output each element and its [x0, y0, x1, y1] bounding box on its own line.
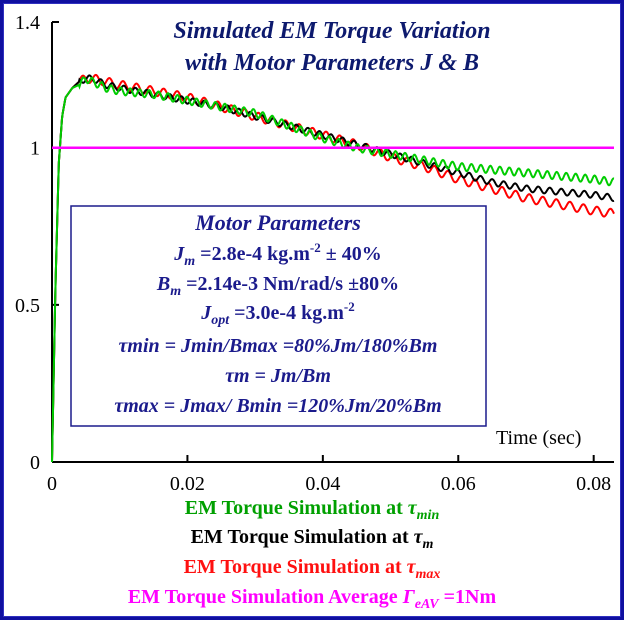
- legend-entry: EM Torque Simulation at τm: [191, 526, 434, 552]
- jopt-superscript: -2: [344, 299, 355, 314]
- x-tick-label: 0.04: [305, 473, 340, 495]
- legend-entry: EM Torque Simulation Average ΓeAV =1Nm: [128, 586, 497, 612]
- jm-value: =2.8e-4 kg.m: [195, 243, 310, 265]
- legend-entry: EM Torque Simulation at τmin: [185, 497, 440, 523]
- x-tick-label: 0.02: [170, 473, 205, 495]
- y-tick-label: 0.5: [15, 295, 40, 317]
- x-axis-label: Time (sec): [496, 427, 581, 449]
- jopt-subscript: opt: [211, 313, 230, 328]
- y-tick-label: 0: [30, 452, 40, 474]
- x-tick-label: 0: [47, 473, 57, 495]
- jm-superscript: -2: [310, 240, 321, 255]
- chart-title-line1: Simulated EM Torque Variation: [173, 18, 490, 44]
- x-tick-label: 0.06: [441, 473, 476, 495]
- jm-subscript: m: [184, 254, 195, 269]
- bm-symbol: B: [156, 273, 170, 295]
- bm-line: Bm =2.14e-3 Nm/rad/s ±80%: [156, 273, 399, 299]
- jm-symbol: J: [173, 243, 185, 265]
- bm-subscript: m: [170, 284, 181, 299]
- tau-min-formula: τmin = Jmin/Bmax =80%Jm/180%Bm: [119, 335, 438, 357]
- bm-value: =2.14e-3 Nm/rad/s ±80%: [181, 273, 399, 295]
- jopt-value: =3.0e-4 kg.m: [229, 302, 344, 324]
- jopt-line: Jopt =3.0e-4 kg.m-2: [200, 299, 354, 328]
- legend-entry: EM Torque Simulation at τmax: [184, 556, 441, 582]
- tau-max-formula: τmax = Jmax/ Bmin =120%Jm/20%Bm: [114, 395, 441, 417]
- tau-m-formula: τm = Jm/Bm: [225, 365, 331, 387]
- y-tick-label: 1: [30, 138, 40, 160]
- jm-line: Jm =2.8e-4 kg.m-2 ± 40%: [173, 240, 381, 269]
- parameter-box-title: Motor Parameters: [194, 210, 361, 235]
- y-tick-label: 1.4: [15, 12, 40, 34]
- series-tau-m-line: [51, 74, 615, 463]
- series-tau-min-line: [51, 76, 615, 463]
- x-tick-label: 0.08: [576, 473, 611, 495]
- chart-title-line2: with Motor Parameters J & B: [185, 50, 479, 76]
- parameter-box: [70, 205, 487, 427]
- jm-tolerance: ± 40%: [321, 243, 382, 265]
- jopt-symbol: J: [200, 302, 212, 324]
